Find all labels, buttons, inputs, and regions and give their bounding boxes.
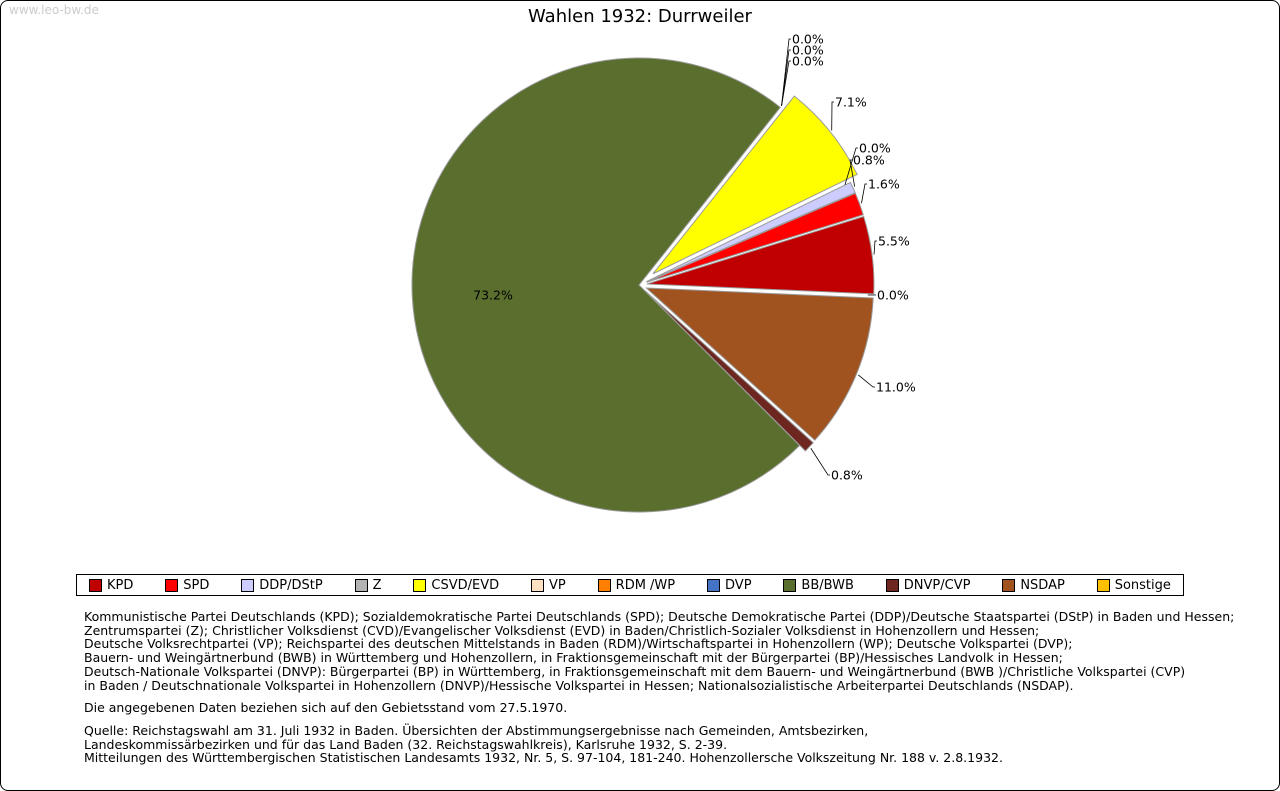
legend-swatch	[783, 578, 797, 592]
legend-item-spd: SPD	[165, 578, 209, 593]
pie-label-sonstige: 0.0%	[877, 288, 909, 303]
legend-item-sonstige: Sonstige	[1096, 577, 1171, 593]
legend-swatch	[597, 578, 611, 592]
legend-label: VP	[549, 577, 566, 593]
legend: KPD SPD DDP/DStP Z CSVD/EVD VP RDM /WP DVP BB/BW…	[76, 574, 1184, 596]
pie-slice-kpd	[646, 215, 875, 295]
legend-swatch	[413, 578, 427, 592]
legend-item-kpd: KPD	[89, 578, 133, 593]
pie-slice-dnvp-cvp	[644, 290, 814, 452]
pie-label-nsdap: 11.0%	[876, 380, 916, 395]
legend-item-bb-bwb: BB/BWB	[783, 577, 854, 593]
definitions-line: Deutsche Volksrechtpartei (VP); Reichspa…	[84, 636, 1073, 652]
legend-label: BB/BWB	[801, 577, 854, 593]
legend-swatch	[885, 578, 899, 592]
pie-label-line	[831, 101, 834, 131]
legend-swatch	[354, 578, 368, 592]
source-line: Quelle: Reichstagswahl am 31. Juli 1932 …	[84, 722, 869, 738]
pie-label-line	[810, 448, 830, 476]
pie-label-dnvp-cvp: 0.8%	[831, 468, 863, 483]
legend-label: DNVP/CVP	[903, 577, 971, 593]
territorial-note: Die angegebenen Daten beziehen sich auf …	[84, 700, 568, 716]
pie-label-line	[873, 240, 877, 255]
pie-label-z: 0.0%	[859, 141, 891, 156]
definitions-line: in Baden / Deutschnationale Volkspartei …	[84, 677, 1074, 693]
pie-label-vp: 0.0%	[792, 54, 824, 69]
legend-label: RDM /WP	[615, 577, 676, 593]
definitions-line: Kommunistische Partei Deutschlands (KPD)…	[84, 609, 1235, 624]
legend-swatch	[241, 578, 255, 592]
legend-swatch	[707, 578, 721, 592]
pie-slice-csvd-evd	[652, 95, 858, 275]
legend-item-dvp: DVP	[707, 578, 752, 593]
legend-item-csvd-evd: CSVD/EVD	[413, 578, 499, 593]
legend-label: DVP	[725, 577, 752, 593]
pie-label-line	[781, 49, 791, 106]
pie-label-dvp: 0.0%	[792, 32, 824, 47]
chart-title: Wahlen 1932: Durrweiler	[528, 6, 752, 27]
pie-slice-nsdap	[645, 287, 874, 441]
legend-item-z: Z	[354, 577, 382, 593]
notes: Kommunistische Partei Deutschlands (KPD)…	[84, 610, 1249, 774]
pie-label-ddp-dstp: 0.8%	[853, 153, 885, 168]
pie-label-line	[781, 60, 791, 106]
pie-label-csvd-evd: 7.1%	[835, 95, 867, 110]
pie-label-bb-bwb: 73.2%	[473, 288, 513, 303]
legend-item-nsdap: NSDAP	[1002, 578, 1065, 593]
watermark: www.leo-bw.de	[9, 3, 99, 17]
legend-item-dnvp-cvp: DNVP/CVP	[885, 577, 971, 593]
legend-label: CSVD/EVD	[431, 577, 500, 593]
legend-label: SPD	[183, 577, 210, 593]
legend-swatch	[1096, 578, 1110, 592]
pie-chart: 0.0%0.0%0.0%7.1%0.0%0.8%1.6%5.5%0.0%11.0…	[411, 32, 916, 513]
definitions-line: Zentrumspartei (Z); Christlicher Volksdi…	[84, 622, 1040, 638]
legend-label: NSDAP	[1020, 577, 1065, 593]
definitions-line: Bauern- und Weingärtnerbund (BWB) in Wür…	[84, 650, 1063, 666]
legend-label: Z	[372, 577, 382, 593]
pie-label-line	[844, 147, 858, 185]
legend-label: Sonstige	[1114, 577, 1171, 593]
legend-label: KPD	[107, 577, 134, 593]
pie-label-line	[861, 183, 867, 204]
legend-swatch	[1002, 578, 1016, 592]
pie-label-line	[849, 159, 856, 187]
pie-label-line	[858, 374, 875, 388]
pie-slice-spd	[646, 192, 864, 283]
legend-item-ddp-dstp: DDP/DStP	[241, 577, 323, 593]
definitions-line: Deutsch-Nationale Volkspartei (DNVP): Bü…	[84, 663, 1186, 679]
source-line: Landeskommissärbezirken und für das Land…	[84, 736, 728, 752]
pie-slice-bb-bwb	[411, 57, 801, 513]
pie-slice-ddp-dstp	[646, 181, 856, 283]
legend-label: DDP/DStP	[259, 577, 323, 593]
legend-swatch	[531, 578, 545, 592]
pie-label-line	[781, 38, 791, 106]
legend-swatch	[165, 578, 179, 592]
legend-item-rdm-wp: RDM /WP	[597, 577, 676, 593]
pie-label-rdm-wp: 0.0%	[792, 43, 824, 58]
legend-swatch	[89, 578, 102, 592]
legend-item-vp: VP	[531, 578, 566, 593]
pie-label-kpd: 5.5%	[878, 234, 910, 249]
source-note: Quelle: Reichstagswahl am 31. Juli 1932 …	[84, 724, 1249, 765]
party-definitions: Kommunistische Partei Deutschlands (KPD)…	[84, 610, 1249, 692]
source-line: Mitteilungen des Württembergischen Stati…	[84, 750, 1003, 766]
pie-label-spd: 1.6%	[868, 177, 900, 192]
